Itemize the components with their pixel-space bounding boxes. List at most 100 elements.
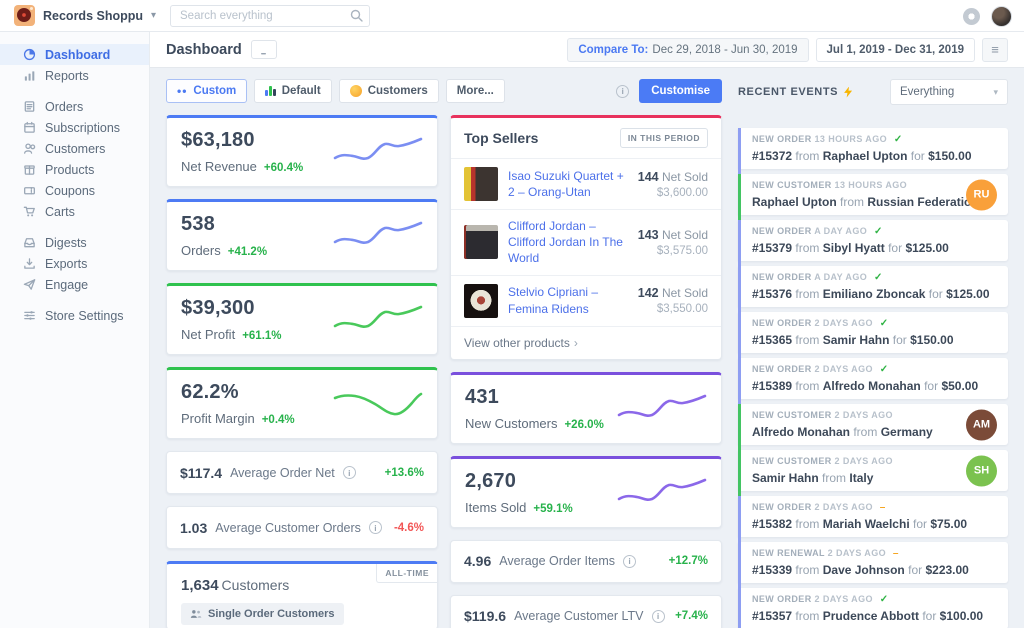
event-text: #15372 from Raphael Upton for $150.00 [752,149,972,163]
info-icon[interactable]: i [651,609,665,623]
display-mode-button[interactable] [250,40,277,59]
person-icon [24,143,36,154]
sparkline-chart [333,221,423,244]
brand-menu[interactable]: Records Shoppu ▾ [0,5,156,26]
event-meta: NEW ORDER 13 HOURS AGO ✓ [752,134,996,145]
mini-bar-chart-icon [265,86,276,96]
event-avatar: SH [966,455,997,486]
sidebar-item-engage[interactable]: Engage [0,274,149,295]
paper-plane-icon [23,279,36,290]
topbar: Records Shoppu ▾ [0,0,1024,32]
event-card[interactable]: NEW ORDER 2 DAYS AGO ✓ #15357 from Prude… [738,588,1008,628]
event-meta: NEW CUSTOMER 2 DAYS AGO [752,456,996,467]
sidebar-item-store-settings[interactable]: Store Settings [0,305,149,326]
event-card[interactable]: NEW CUSTOMER 2 DAYS AGO Samir Hahn from … [738,450,1008,496]
event-card[interactable]: NEW ORDER 2 DAYS AGO ✓ #15389 from Alfre… [738,358,1008,404]
event-status-icon: – [892,548,899,559]
compare-to-button[interactable]: Compare To: Dec 29, 2018 - Jun 30, 2019 [567,37,809,62]
sidebar-item-digests[interactable]: Digests [0,232,149,253]
events-filter-select[interactable]: Everything ▾ [890,79,1008,105]
event-time: 2 DAYS AGO [834,456,893,466]
recent-events-title: RECENT EVENTS [738,86,839,98]
header-menu-button[interactable]: ≡ [982,37,1008,62]
info-icon[interactable]: i [368,521,382,534]
event-card[interactable]: NEW ORDER 2 DAYS AGO ✓ #15365 from Samir… [738,312,1008,358]
info-icon[interactable]: i [342,466,356,479]
sparkline-chart [617,478,707,501]
info-icon[interactable]: i [623,554,637,568]
album-art [464,225,498,260]
tab-default[interactable]: Default [254,79,332,103]
event-text: #15379 from Sibyl Hyatt for $125.00 [752,241,949,255]
sidebar-item-reports[interactable]: Reports [0,65,149,86]
product-link[interactable]: Clifford Jordan – Clifford Jordan In The… [508,219,623,266]
inbox-icon [24,238,35,248]
help-icon[interactable] [963,7,980,25]
sidebar-item-exports[interactable]: Exports [0,253,149,274]
event-status-icon: ✓ [879,594,889,605]
settings-sliders-icon [24,311,35,320]
event-status-icon: ✓ [874,272,883,283]
sparkline-chart [333,305,423,328]
lightning-bolt-icon [844,86,853,98]
view-other-products-link[interactable]: View other products › [464,335,578,350]
sidebar-item-dashboard[interactable]: Dashboard [0,44,149,65]
event-card[interactable]: NEW ORDER 2 DAYS AGO – #15382 from Maria… [738,496,1008,542]
product-link[interactable]: Isao Suzuki Quartet + 2 – Orang-Utan [508,168,624,199]
coupon-ticket-icon [24,187,35,195]
product-amount: $3,600.00 [656,186,708,199]
date-range-button[interactable]: Jul 1, 2019 - Dec 31, 2019 [815,37,975,62]
metric-value: 62.2% [181,381,239,403]
album-art [464,167,498,201]
event-meta: NEW CUSTOMER 13 HOURS AGO [752,180,996,191]
event-meta: NEW ORDER 2 DAYS AGO ✓ [752,364,996,375]
sparkline-chart [617,394,707,417]
metric-change: +7.4% [675,610,708,623]
sidebar-item-coupons[interactable]: Coupons [0,180,149,201]
custom-dots-icon: •• [177,84,188,98]
event-card[interactable]: NEW CUSTOMER 2 DAYS AGO Alfredo Monahan … [738,404,1008,450]
sidebar-item-carts[interactable]: Carts [0,201,149,222]
metric-change: +26.0% [564,418,604,431]
sidebar-item-subscriptions[interactable]: Subscriptions [0,117,149,138]
search-input[interactable] [170,5,370,27]
download-icon [24,258,35,269]
tab-customers[interactable]: Customers [338,79,439,103]
product-link[interactable]: Stelvio Cipriani – Femina Ridens [508,285,599,316]
hamburger-icon: ≡ [991,42,999,57]
event-meta: NEW RENEWAL 2 DAYS AGO – [752,548,996,559]
event-meta: NEW ORDER A DAY AGO ✓ [752,272,996,283]
events-list: NEW ORDER 13 HOURS AGO ✓ #15372 from Rap… [738,128,1008,628]
metric-label: Customers [221,577,290,593]
event-card[interactable]: NEW RENEWAL 2 DAYS AGO – #15339 from Dav… [738,542,1008,588]
metric-card-average-customer-orders: 1.03 Average Customer Orders i -4.6% [166,506,438,549]
sidebar-item-customers[interactable]: Customers [0,138,149,159]
event-type: NEW RENEWAL [752,548,825,558]
event-time: A DAY AGO [814,272,868,282]
event-meta: NEW ORDER 2 DAYS AGO ✓ [752,594,996,605]
info-icon[interactable]: i [616,84,630,98]
metric-value: $39,300 [181,297,255,319]
single-order-customers-button[interactable]: Single Order Customers [181,603,344,625]
event-card[interactable]: NEW ORDER A DAY AGO ✓ #15376 from Emilia… [738,266,1008,312]
in-this-period-badge: IN THIS PERIOD [619,128,708,148]
metric-label: Net Revenue [181,159,257,174]
event-status-icon: ✓ [893,134,903,145]
sidebar-item-orders[interactable]: Orders [0,96,149,117]
metric-card-net-profit: $39,300 Net Profit +61.1% [166,283,438,355]
event-card[interactable]: NEW CUSTOMER 13 HOURS AGO Raphael Upton … [738,174,1008,220]
user-avatar[interactable] [991,5,1012,27]
metric-value: 4.96 [464,553,492,570]
tab-custom[interactable]: •• Custom [166,79,248,103]
global-search [170,5,370,27]
tab-more[interactable]: More... [445,79,505,103]
event-time: A DAY AGO [814,226,868,236]
sidebar-item-products[interactable]: Products [0,159,149,180]
event-card[interactable]: NEW ORDER 13 HOURS AGO ✓ #15372 from Rap… [738,128,1008,174]
customise-button[interactable]: Customise [639,79,722,103]
cart-icon [23,206,35,217]
event-type: NEW CUSTOMER [752,410,832,420]
event-meta: NEW ORDER A DAY AGO ✓ [752,226,996,237]
metric-card-profit-margin: 62.2% Profit Margin +0.4% [166,367,438,439]
event-card[interactable]: NEW ORDER A DAY AGO ✓ #15379 from Sibyl … [738,220,1008,266]
